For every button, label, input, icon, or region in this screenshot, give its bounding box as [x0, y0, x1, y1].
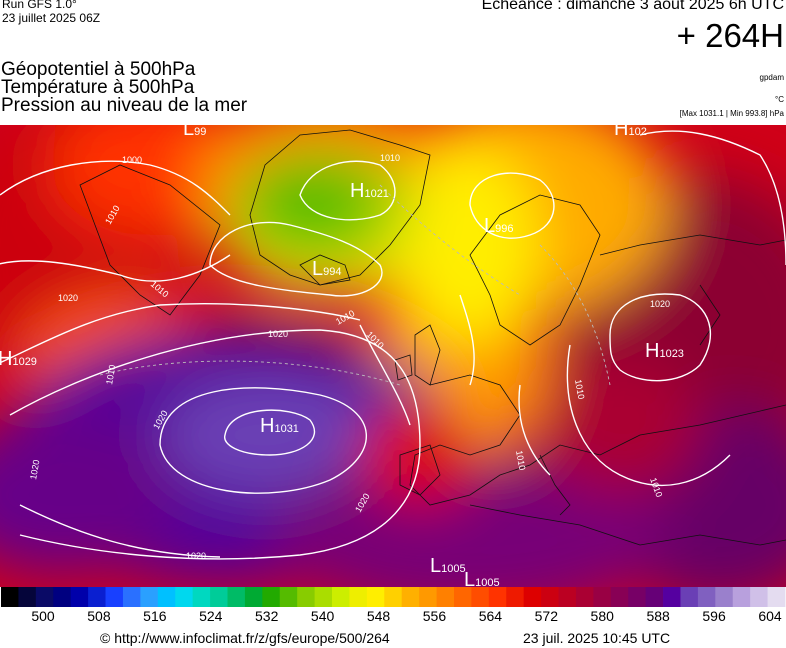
color-scale-swatch [384, 587, 403, 607]
color-scale-swatch [192, 587, 211, 607]
color-scale-swatch [541, 587, 559, 607]
color-scale-swatch [663, 587, 681, 607]
color-scale-swatch [88, 587, 106, 607]
color-scale-swatch [645, 587, 664, 607]
pressure-center-low: L99 [183, 125, 206, 140]
color-scale-swatch [70, 587, 89, 607]
color-scale-swatch [680, 587, 699, 607]
color-scale-swatch [506, 587, 525, 607]
color-scale-swatch [366, 587, 385, 607]
pressure-center-high: H102 [614, 125, 647, 140]
color-scale-tick-label: 532 [255, 608, 279, 624]
color-scale-swatch [105, 587, 124, 607]
color-scale-swatch [697, 587, 716, 607]
color-scale-swatch [175, 587, 194, 607]
layer-list: Géopotentiel à 500hPa Température à 500h… [1, 59, 248, 116]
pressure-range: [Max 1031.1 | Min 993.8] hPa [679, 109, 784, 118]
isobar-label: 1010 [514, 450, 527, 471]
color-scale-swatch [523, 587, 542, 607]
weather-map: H1029 H1031 H1021 L994 L996 H1023 L1005 … [0, 125, 786, 587]
color-scale-swatch [140, 587, 159, 607]
isobar-label: 1020 [28, 459, 41, 480]
color-scale-tick-label: 580 [590, 608, 614, 624]
color-scale-swatch [35, 587, 54, 607]
color-scale [1, 587, 786, 607]
run-date: 23 juillet 2025 06Z [2, 11, 101, 25]
color-scale-tick-label: 572 [534, 608, 558, 624]
layer-temperature: Température à 500hPa [1, 77, 195, 98]
color-scale-swatch [488, 587, 507, 607]
isobar-label: 1020 [268, 329, 288, 339]
color-scale-swatch [419, 587, 437, 607]
render-timestamp: 23 juil. 2025 10:45 UTC [523, 630, 671, 646]
color-scale-tick-label: 556 [422, 608, 447, 624]
color-scale-tick-label: 596 [702, 608, 726, 624]
color-scale-swatch [314, 587, 333, 607]
layer-pressure: Pression au niveau de la mer [1, 95, 248, 116]
color-scale-swatch [732, 587, 751, 607]
color-scale-tick-label: 604 [758, 608, 782, 624]
source-url: © http://www.infoclimat.fr/z/gfs/europe/… [100, 630, 390, 646]
isobar-label: 1020 [58, 293, 78, 303]
color-scale-swatch [453, 587, 472, 607]
color-scale-swatch [53, 587, 72, 607]
run-label: Run GFS 1.0° [2, 0, 77, 11]
color-scale-swatch [210, 587, 228, 607]
isobar-label: 1010 [573, 379, 586, 400]
pressure-centers: H1029 H1031 H1021 L994 L996 H1023 L1005 … [0, 125, 684, 587]
color-scale-ticks: 500 508 516 524 532 540 548 556 564 572 580 588 596 6… [0, 608, 786, 628]
color-scale-tick-label: 508 [87, 608, 111, 624]
color-scale-swatch [262, 587, 281, 607]
color-scale-swatch [279, 587, 298, 607]
color-scale-swatch [297, 587, 315, 607]
color-scale-tick-label: 516 [143, 608, 167, 624]
isobar-label: 1010 [104, 364, 117, 385]
color-scale-swatch [157, 587, 176, 607]
color-scale-tick-label: 540 [310, 608, 335, 624]
color-scale-swatch [610, 587, 629, 607]
color-scale-tick-label: 588 [646, 608, 670, 624]
layer-geopotential: Géopotentiel à 500hPa [1, 59, 196, 80]
color-scale-swatch [767, 587, 786, 607]
color-scale-swatch [471, 587, 490, 607]
color-scale-swatch [436, 587, 455, 607]
forecast-valid-time: Echéance : dimanche 3 aout 2025 6h UTC [481, 0, 784, 13]
isobars [0, 130, 786, 560]
isobar-label: 1020 [186, 551, 206, 561]
color-scale-swatch [227, 587, 246, 607]
isobar-label: 1020 [650, 299, 670, 309]
color-scale-swatch [244, 587, 263, 607]
color-scale-swatch [122, 587, 141, 607]
unit-geopotential: gpdam [759, 73, 784, 82]
color-scale-tick-label: 500 [31, 608, 55, 624]
isobar-label: 1000 [122, 155, 142, 165]
color-scale-tick-label: 548 [366, 608, 391, 624]
color-scale-swatch [575, 587, 594, 607]
temperature-isotherms [99, 184, 611, 386]
lead-time: + 264H [676, 17, 784, 54]
color-scale-swatch [715, 587, 734, 607]
color-scale-swatch [401, 587, 420, 607]
color-scale-tick-label: 524 [199, 608, 223, 624]
color-scale-swatch [18, 587, 37, 607]
color-scale-swatch [558, 587, 577, 607]
color-scale-swatch [593, 587, 612, 607]
unit-temperature: °C [775, 95, 784, 104]
color-scale-swatch [349, 587, 368, 607]
color-scale-swatch [628, 587, 647, 607]
color-scale-tick-label: 564 [478, 608, 503, 624]
color-scale-swatch [332, 587, 350, 607]
color-scale-swatch [1, 587, 19, 607]
color-scale-swatch [750, 587, 768, 607]
isobar-label: 1010 [380, 153, 400, 163]
